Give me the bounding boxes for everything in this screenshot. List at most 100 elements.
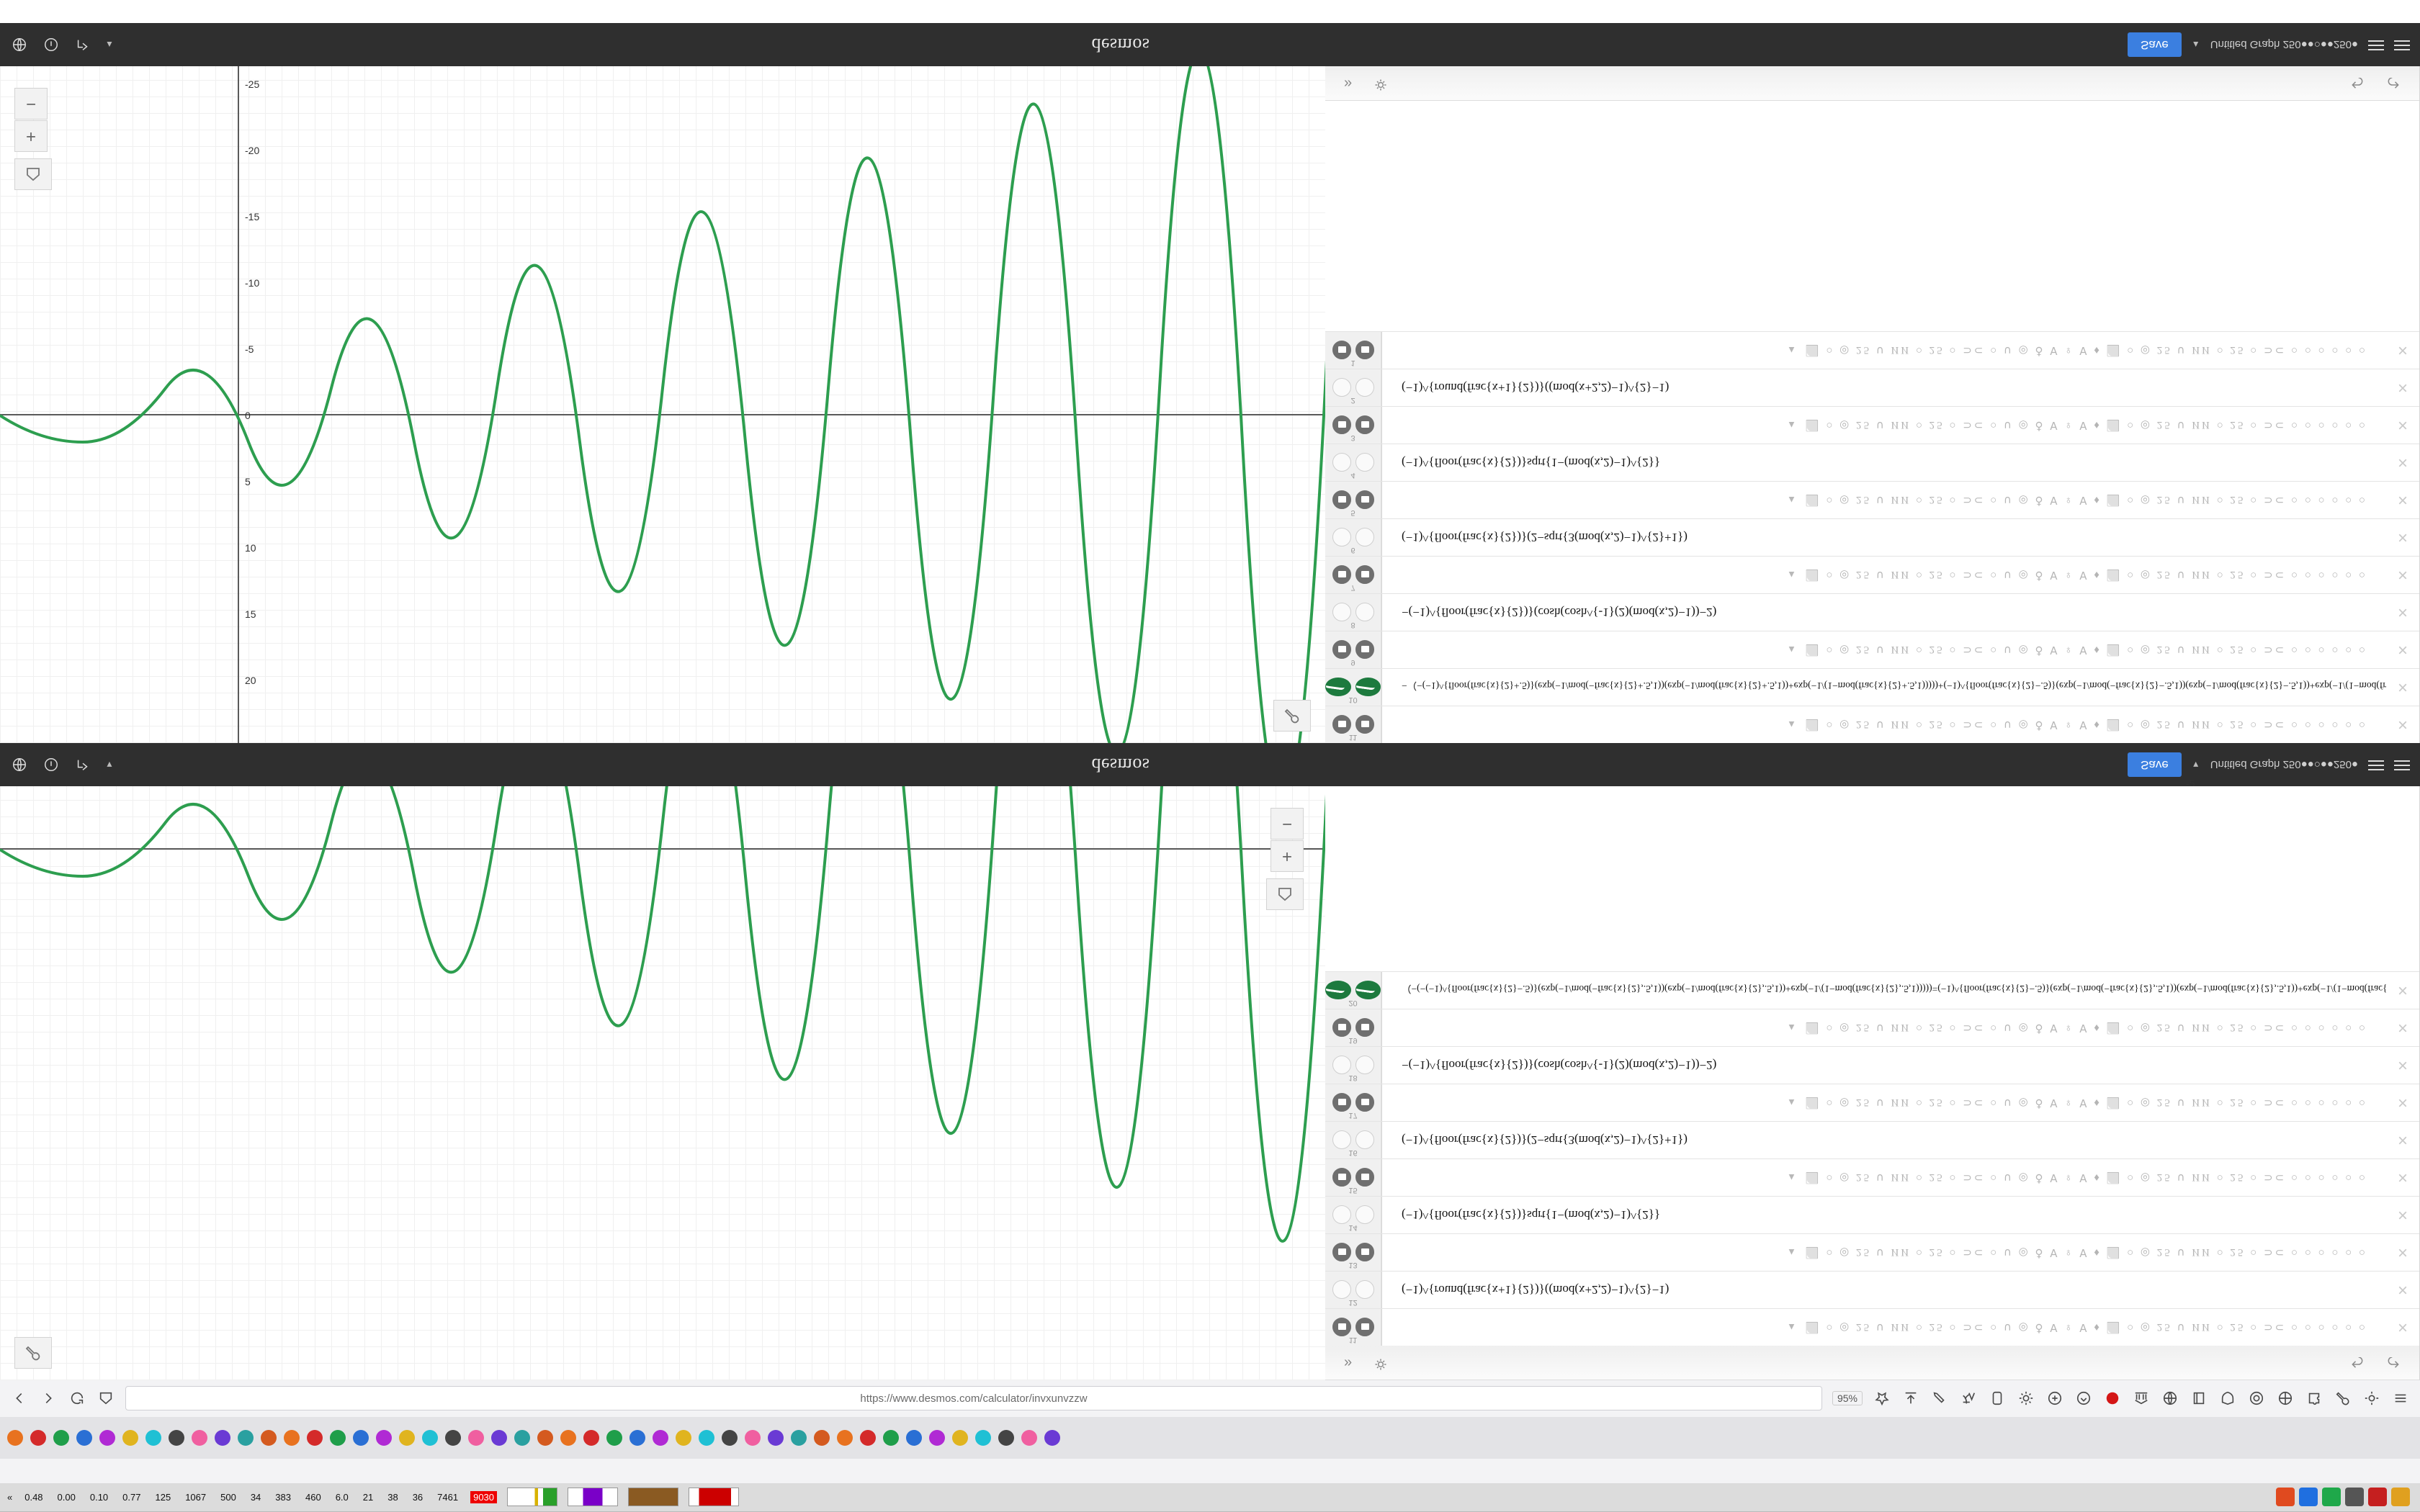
info-icon[interactable] [42,35,60,54]
note-text[interactable]: ▲ ⬜ ○ ◎ 25 ∪ ИИ ○ 25 ○ ⊃⊂ ○ ∪ ◎ ♁ ∀ ♀ ∀ ♦… [1387,1084,2386,1121]
browser-tab[interactable] [788,1423,810,1453]
delete-expression-icon[interactable]: × [2397,1130,2408,1151]
delete-expression-icon[interactable]: × [2397,341,2408,361]
color-swatch-icon[interactable] [1332,1280,1351,1300]
highlighter-icon[interactable] [1930,1390,1949,1408]
collapse-icon[interactable]: » [1344,76,1353,91]
note-toggle-icon[interactable] [1355,1318,1374,1337]
bookmarks-bar[interactable] [0,1459,2420,1483]
share-icon[interactable] [73,35,92,54]
color-swatch-icon[interactable] [1332,1130,1351,1150]
expression-index-cell[interactable]: 3 [1325,407,1381,444]
tray-icon-5[interactable] [2368,1488,2387,1507]
browser-tab[interactable] [327,1423,349,1453]
expression-row[interactable]: 4 (−1)^{floor(frac{x}{2})}sqrt{1−(mod(x,2… [1325,444,2419,481]
color-swatch-icon[interactable] [1332,1205,1351,1225]
expression-note-row[interactable]: 9 ▲ ⬜ ○ ◎ 25 ∪ ИИ ○ 25 ○ ⊃⊂ ○ ∪ ◎ ♁ ∀ ♀ ∀ … [1325,631,2419,668]
container-icon[interactable] [2247,1390,2266,1408]
wrench-icon[interactable] [2334,1390,2352,1408]
zoom-out-button[interactable]: − [1270,808,1304,840]
expression-row[interactable]: 14 (−1)^{floor(frac{x}{2})}sqrt{1−(mod(x,… [1325,1196,2419,1233]
note-toggle-icon[interactable] [1355,1168,1374,1187]
redo-icon[interactable] [2386,1354,2401,1372]
delete-expression-icon[interactable]: × [2397,1318,2408,1338]
tray-icon-3[interactable] [2322,1488,2341,1507]
note-text[interactable]: ▲ ⬜ ○ ◎ 25 ∪ ИИ ○ 25 ○ ⊃⊂ ○ ∪ ◎ ♁ ∀ ♀ ∀ ♦… [1387,706,2386,743]
delete-expression-icon[interactable]: × [2397,453,2408,473]
expression-formula[interactable]: (−1)^{round(frac{x+1}{2})}((mod(x+2,2)−1… [1402,381,1670,395]
browser-tab[interactable] [50,1423,72,1453]
back-icon[interactable] [10,1390,29,1408]
note-collapse-icon[interactable]: ▲ [1787,1247,1798,1259]
browser-tab[interactable] [949,1423,971,1453]
note-collapse-icon[interactable]: ▲ [1787,420,1798,431]
tray-icon-2[interactable] [2299,1488,2318,1507]
browser-tab[interactable] [511,1423,533,1453]
browser-tab[interactable] [166,1423,187,1453]
zoom-in-button[interactable]: + [14,120,48,152]
expression-footer-lower[interactable]: » [1325,1346,2419,1380]
delete-expression-icon[interactable]: × [2397,603,2408,623]
browser-tab[interactable] [442,1423,464,1453]
info-icon[interactable] [42,755,60,774]
delete-expression-icon[interactable]: × [2397,1280,2408,1300]
hamburger-icon-a[interactable] [2368,39,2384,50]
color-swatch-icon[interactable] [1355,1056,1374,1075]
graph-home-button[interactable] [1266,878,1304,910]
browser-tab[interactable] [1041,1423,1063,1453]
hamburger-icon-a[interactable] [2368,759,2384,770]
note-collapse-icon[interactable]: ▲ [1787,719,1798,731]
zoom-level-badge[interactable]: 95% [1832,1391,1863,1406]
color-swatch-icon[interactable] [1355,528,1374,547]
expression-formula[interactable]: (−1)^{floor(frac{x}{2})}sqrt{1−(mod(x,2)… [1402,1208,1661,1223]
delete-expression-icon[interactable]: × [2397,640,2408,660]
note-text[interactable]: ▲ ⬜ ○ ◎ 25 ∪ ИИ ○ 25 ○ ⊃⊂ ○ ∪ ◎ ♁ ∀ ♀ ∀ ♦… [1387,407,2386,444]
zoom-in-button[interactable]: + [1270,840,1304,872]
save-button[interactable]: Save [2128,32,2182,57]
desmos-logo-icon[interactable] [1355,981,1381,1000]
browser-tab[interactable] [281,1423,302,1453]
browser-tab[interactable] [465,1423,487,1453]
network-icon[interactable] [2276,1390,2295,1408]
delete-expression-icon[interactable]: × [2397,715,2408,735]
note-text[interactable]: ▲ ⬜ ○ ◎ 25 ∪ ИИ ○ 25 ○ ⊃⊂ ○ ∪ ◎ ♁ ∀ ♀ ∀ ♦… [1387,631,2386,668]
browser-tab[interactable] [97,1423,118,1453]
expression-index-cell[interactable]: 19 [1325,1009,1381,1046]
note-collapse-icon[interactable]: ▲ [1787,345,1798,356]
undo-icon[interactable] [2350,74,2365,93]
browser-tab[interactable] [719,1423,740,1453]
browser-tab[interactable] [673,1423,694,1453]
graph-title[interactable]: Untitled Graph 250●●○●●250● [2210,38,2358,51]
delete-expression-icon[interactable]: × [2397,1093,2408,1113]
expression-index-cell[interactable]: 10 [1325,669,1381,706]
delete-expression-icon[interactable]: × [2397,490,2408,510]
color-swatch-icon[interactable] [1355,1130,1374,1150]
note-toggle-icon[interactable] [1332,1318,1351,1337]
browser-tab[interactable] [120,1423,141,1453]
browser-tab[interactable] [742,1423,763,1453]
browser-tab[interactable] [696,1423,717,1453]
expression-index-cell[interactable]: 12 [1325,1272,1381,1308]
browser-tab[interactable] [212,1423,233,1453]
delete-expression-icon[interactable]: × [2397,528,2408,548]
note-collapse-icon[interactable]: ▲ [1787,1172,1798,1184]
address-bar[interactable]: https://www.desmos.com/calculator/invxun… [125,1386,1822,1411]
color-swatch-icon[interactable] [1355,453,1374,472]
share-icon[interactable] [73,755,92,774]
color-swatch-icon[interactable] [1355,1280,1374,1300]
graph-zoom-controls[interactable]: + − [14,88,48,152]
graph-menu-chevron-icon[interactable]: ▲ [2191,40,2200,50]
browser-tab[interactable] [604,1423,625,1453]
browser-tab[interactable] [396,1423,418,1453]
desmos-logo-icon[interactable] [1325,981,1351,1000]
delete-expression-icon[interactable]: × [2397,415,2408,436]
browser-tab[interactable] [1018,1423,1040,1453]
globe-icon[interactable] [10,35,29,54]
browser-tab[interactable] [581,1423,602,1453]
tab-strip[interactable] [0,1417,2420,1459]
expression-index-cell[interactable]: 7 [1325,557,1381,593]
graph-wrench-button[interactable] [1273,700,1311,732]
desmos-logo-icon[interactable] [1355,678,1381,697]
tray-icons[interactable] [2276,1488,2420,1507]
note-toggle-icon[interactable] [1332,1168,1351,1187]
